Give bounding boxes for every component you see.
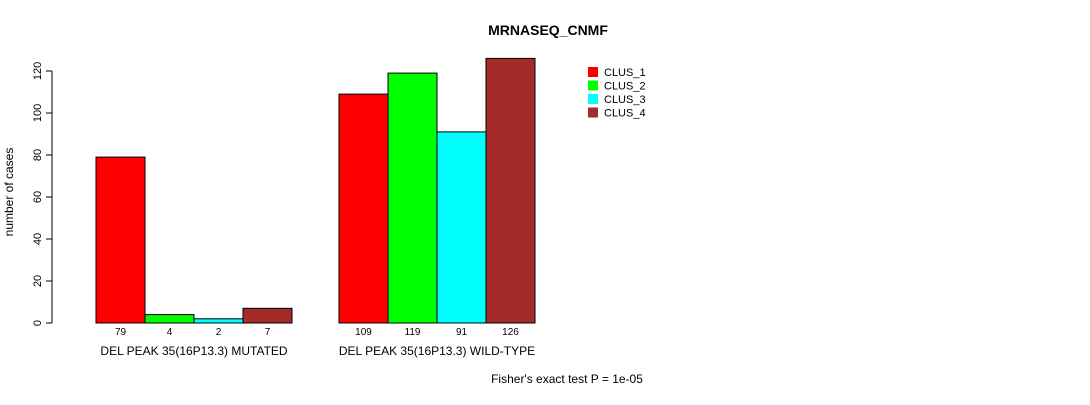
y-axis: 0 20 40 60 80 100 120 xyxy=(32,62,53,326)
y-tick-label: 100 xyxy=(32,104,44,122)
bar-clus-2 xyxy=(387,72,438,324)
legend-label: CLUS_4 xyxy=(604,108,646,120)
bar-clus-3 xyxy=(193,318,244,324)
bar-value-label: 4 xyxy=(167,327,173,338)
legend-swatch xyxy=(588,94,598,104)
chart-title: MRNASEQ_CNMF xyxy=(488,22,608,38)
bar-value-label: 91 xyxy=(456,327,468,338)
legend-label: CLUS_2 xyxy=(604,81,646,93)
bar-clus-3 xyxy=(436,131,487,324)
category-label: DEL PEAK 35(16P13.3) MUTATED xyxy=(100,344,288,358)
y-tick-label: 40 xyxy=(32,233,44,245)
bar-clus-1 xyxy=(338,93,389,324)
bar-value-label: 109 xyxy=(355,327,372,338)
legend-swatch xyxy=(588,80,598,91)
legend-swatch xyxy=(588,67,598,77)
y-tick-label: 80 xyxy=(32,149,44,161)
bar-value-label: 2 xyxy=(216,327,222,338)
fisher-test-annotation: Fisher's exact test P = 1e-05 xyxy=(491,372,643,386)
y-tick-label: 120 xyxy=(32,62,44,80)
y-tick-label: 60 xyxy=(32,191,44,203)
legend-label: CLUS_3 xyxy=(604,94,646,106)
bar-value-label: 119 xyxy=(405,327,421,338)
legend-label: CLUS_1 xyxy=(604,67,646,79)
legend-swatch xyxy=(588,107,598,118)
y-tick-label: 20 xyxy=(32,275,44,287)
bar-clus-1 xyxy=(95,156,146,324)
bar-clus-4 xyxy=(485,57,536,324)
bar-value-label: 7 xyxy=(265,327,271,338)
bar-value-label: 126 xyxy=(502,327,519,338)
y-axis-label: number of cases xyxy=(2,148,16,237)
bar-clus-2 xyxy=(144,314,195,324)
bars: 79 4 2 7 DEL PEAK 35(16P13.3) MUTATED 109 119 9… xyxy=(95,57,536,358)
bar-clus-4 xyxy=(242,307,293,324)
bar-value-label: 79 xyxy=(115,327,127,338)
y-tick-label: 0 xyxy=(32,320,44,326)
category-label: DEL PEAK 35(16P13.3) WILD-TYPE xyxy=(339,344,535,358)
